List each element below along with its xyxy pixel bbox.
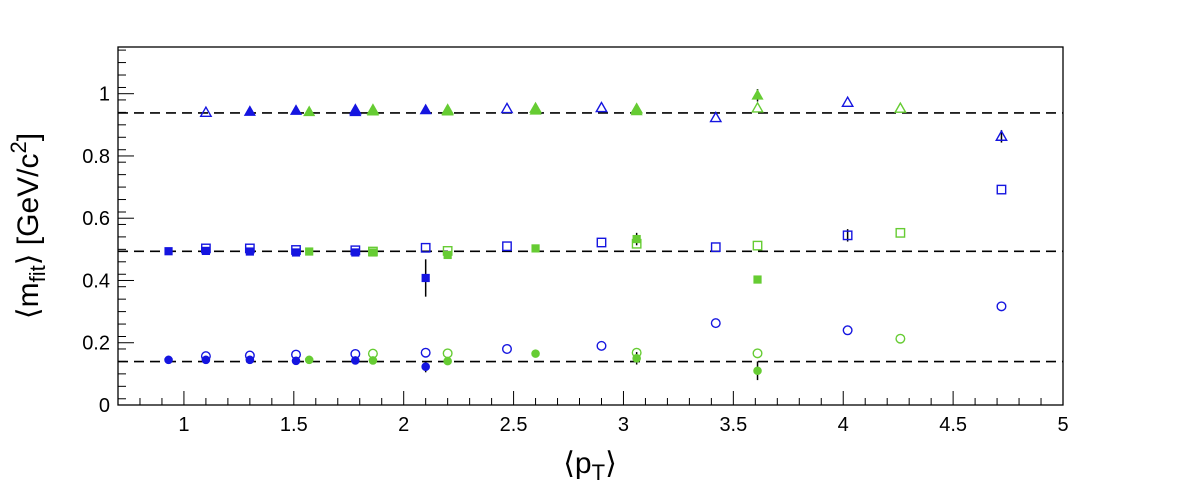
y-tick-label: 0.4 bbox=[82, 270, 110, 292]
data-point-triangle bbox=[500, 102, 514, 114]
data-point-circle bbox=[350, 348, 361, 359]
data-point-square bbox=[368, 246, 378, 257]
data-point-circle bbox=[596, 340, 607, 351]
data-point-circle bbox=[420, 347, 431, 358]
data-point-circle bbox=[164, 355, 173, 365]
x-tick-label: 4 bbox=[838, 414, 849, 436]
data-point-triangle bbox=[630, 102, 644, 114]
data-point-circle bbox=[842, 325, 853, 336]
data-point-triangle bbox=[289, 104, 303, 115]
data-point-triangle bbox=[441, 103, 455, 115]
data-point-square bbox=[596, 237, 607, 248]
data-point-triangle bbox=[348, 103, 362, 115]
data-point-circle bbox=[351, 356, 360, 365]
data-point-square bbox=[305, 247, 314, 256]
data-point-triangle bbox=[751, 89, 764, 100]
data-point-triangle bbox=[243, 105, 256, 116]
plot-frame bbox=[117, 46, 1064, 406]
data-point-triangle bbox=[893, 101, 907, 113]
data-point-square bbox=[710, 242, 721, 253]
data-point-circle bbox=[367, 348, 378, 359]
data-point-square bbox=[502, 241, 512, 252]
data-point-circle bbox=[304, 355, 314, 365]
data-point-square bbox=[631, 238, 642, 249]
data-point-square bbox=[752, 240, 763, 251]
data-point-circle bbox=[200, 351, 211, 362]
data-point-square bbox=[245, 247, 254, 256]
data-point-triangle bbox=[199, 105, 213, 117]
y-tick-label: 0.6 bbox=[82, 208, 110, 230]
data-point-square bbox=[201, 246, 211, 256]
y-tick-label: 0 bbox=[99, 395, 110, 417]
data-point-square bbox=[291, 245, 301, 255]
data-point-square bbox=[368, 248, 378, 257]
data-point-square bbox=[350, 245, 361, 256]
data-point-square bbox=[421, 273, 430, 283]
data-point-square bbox=[996, 184, 1007, 195]
data-point-square bbox=[531, 244, 540, 253]
data-point-circle bbox=[752, 348, 763, 359]
data-point-circle bbox=[368, 356, 378, 365]
data-point-triangle bbox=[303, 105, 316, 117]
data-point-circle bbox=[501, 343, 512, 354]
y-tick-label: 0.2 bbox=[82, 333, 110, 355]
x-tick-label: 1.5 bbox=[280, 414, 308, 436]
data-point-square bbox=[753, 275, 762, 284]
data-point-square bbox=[842, 230, 853, 241]
data-point-square bbox=[291, 248, 301, 257]
data-point-circle bbox=[996, 301, 1007, 312]
data-points bbox=[164, 89, 1008, 381]
data-point-circle bbox=[531, 349, 540, 358]
y-axis-title: ⟨mfit⟩ [GeV/c2] bbox=[6, 133, 50, 319]
data-point-square bbox=[442, 246, 453, 256]
data-point-square bbox=[244, 243, 255, 254]
data-point-square bbox=[201, 243, 211, 254]
data-point-square bbox=[420, 242, 431, 253]
x-tick-label: 5 bbox=[1057, 414, 1068, 436]
data-point-circle bbox=[244, 350, 255, 361]
axis-ticks bbox=[118, 49, 1042, 406]
data-point-triangle bbox=[751, 101, 764, 113]
data-point-circle bbox=[631, 347, 642, 358]
data-point-triangle bbox=[595, 101, 608, 113]
data-point-circle bbox=[421, 362, 430, 372]
x-tick-label: 3 bbox=[618, 414, 629, 436]
data-point-triangle bbox=[529, 101, 542, 113]
data-point-circle bbox=[895, 333, 906, 344]
y-tick-label: 1 bbox=[99, 84, 110, 106]
x-tick-label: 4.5 bbox=[939, 414, 967, 436]
tick-labels: 1 1.5 2 2.5 3 3.5 4 4.5 5 0 0.2 0.4 0.6 0.8 1 bbox=[82, 84, 1068, 436]
x-axis-title: ⟨pT⟩ bbox=[563, 447, 617, 485]
data-point-square bbox=[895, 227, 906, 238]
x-tick-label: 3.5 bbox=[719, 414, 747, 436]
reference-lines bbox=[118, 112, 1063, 363]
data-point-circle bbox=[291, 349, 302, 360]
data-point-square bbox=[164, 247, 173, 256]
data-point-triangle bbox=[709, 111, 723, 123]
y-tick-label: 0.8 bbox=[82, 146, 110, 168]
x-tick-label: 2.5 bbox=[500, 414, 528, 436]
data-point-circle bbox=[442, 348, 453, 359]
data-point-circle bbox=[710, 318, 721, 329]
data-point-triangle bbox=[366, 103, 380, 115]
data-point-triangle bbox=[841, 95, 855, 108]
data-point-circle bbox=[443, 356, 452, 366]
x-tick-label: 2 bbox=[398, 414, 409, 436]
data-point-triangle bbox=[995, 129, 1008, 141]
data-point-triangle bbox=[419, 103, 432, 115]
data-point-circle bbox=[753, 366, 762, 376]
x-tick-label: 1 bbox=[178, 414, 189, 436]
